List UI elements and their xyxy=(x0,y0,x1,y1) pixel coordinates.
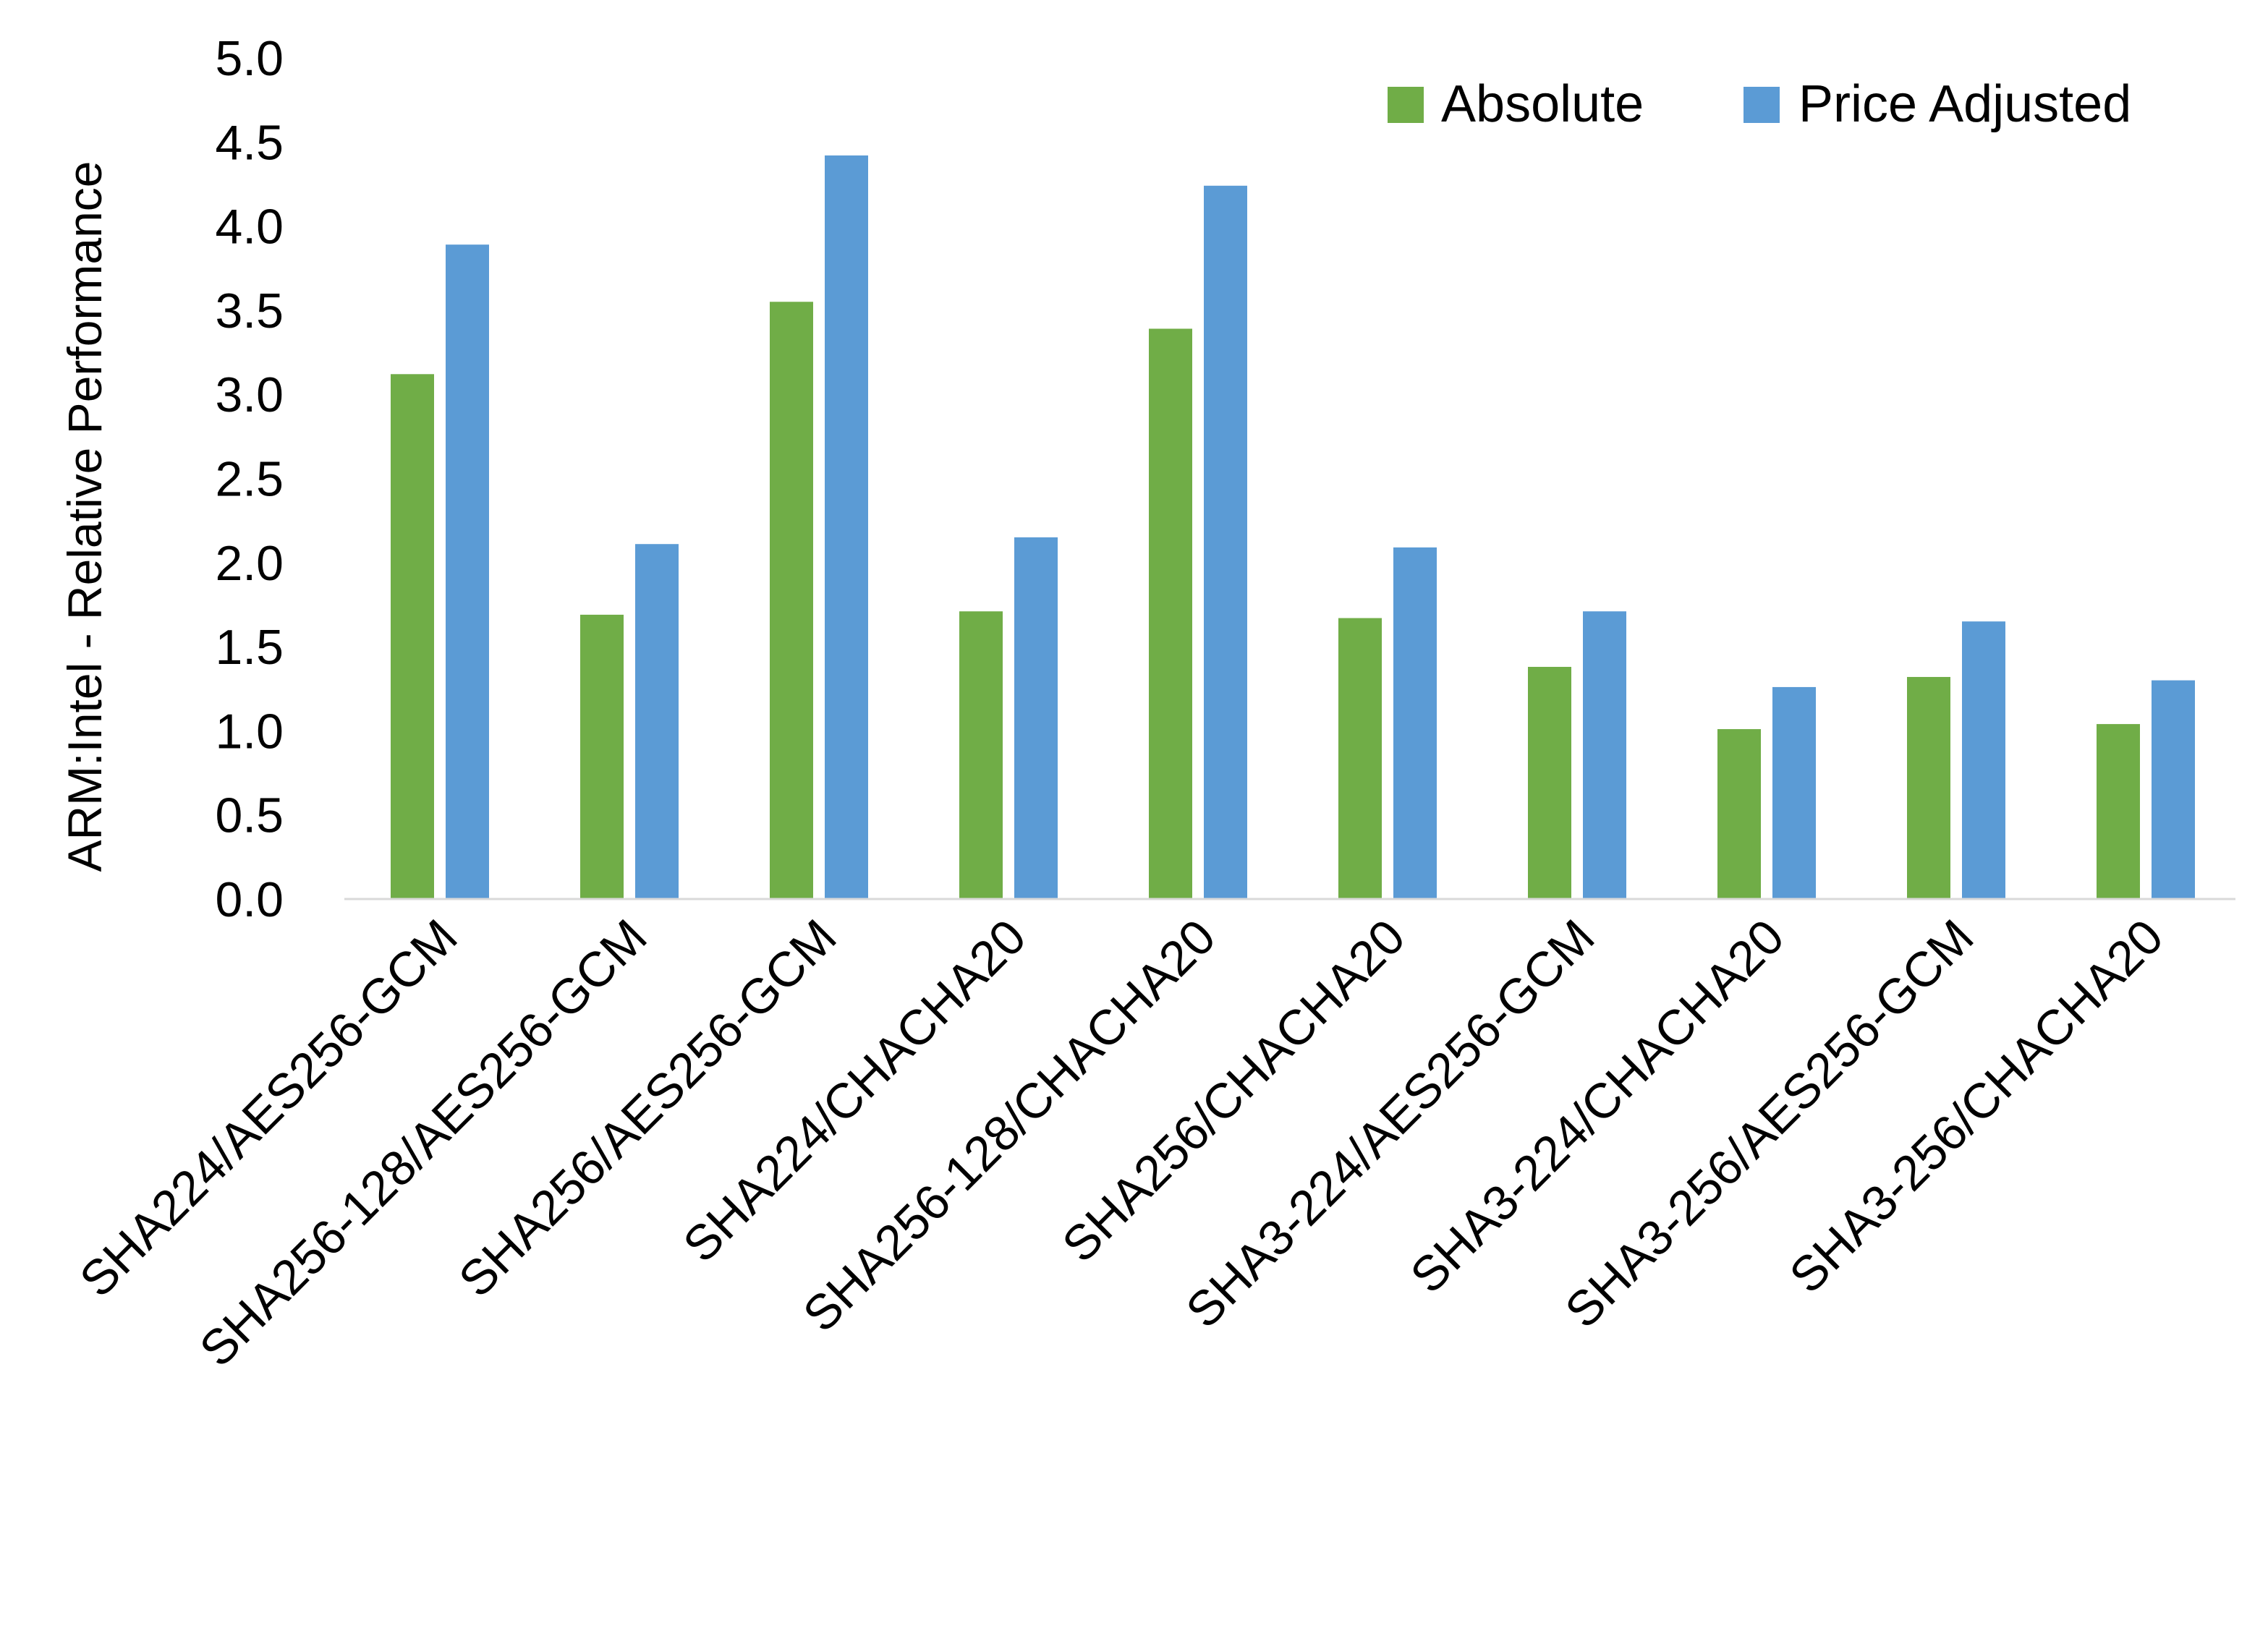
y-tick-label: 2.0 xyxy=(215,536,284,591)
bar-price-adjusted xyxy=(1393,547,1437,899)
bar-absolute xyxy=(580,614,624,899)
y-tick-labels: 0.0 0.5 1.0 1.5 2.0 2.5 3.0 3.5 4.0 4.5 5.0 xyxy=(215,31,284,927)
y-tick-label: 3.5 xyxy=(215,284,284,338)
y-tick-label: 4.0 xyxy=(215,200,284,255)
y-tick-label: 0.5 xyxy=(215,788,284,843)
bar-price-adjusted xyxy=(1583,611,1626,899)
bar-absolute xyxy=(391,374,434,899)
bar-price-adjusted xyxy=(1772,686,1816,899)
y-tick-label: 0.0 xyxy=(215,872,284,927)
x-tick-label: SHA224/AES256-GCM xyxy=(69,909,468,1308)
x-tick-label: SHA224/CHACHA20 xyxy=(673,909,1037,1273)
legend-swatch-price-adjusted xyxy=(1744,87,1780,123)
bars xyxy=(391,155,2195,900)
y-tick-label: 4.5 xyxy=(215,115,284,170)
x-tick-label: SHA256/AES256-GCM xyxy=(449,909,847,1308)
bar-absolute xyxy=(1528,667,1571,899)
legend: Absolute Price Adjusted xyxy=(1388,75,2131,133)
y-tick-label: 3.0 xyxy=(215,367,284,422)
bar-absolute xyxy=(1149,328,1192,900)
x-tick-labels: SHA224/AES256-GCMSHA256-128/AES256-GCMSH… xyxy=(69,909,2174,1377)
x-tick-label: SHA3-224/CHACHA20 xyxy=(1400,909,1794,1303)
bar-price-adjusted xyxy=(1962,621,2005,899)
y-axis-title: ARM:Intel - Relative Performance xyxy=(58,161,111,872)
x-tick-label: SHA3-256/CHACHA20 xyxy=(1779,909,2173,1303)
legend-label-price-adjusted: Price Adjusted xyxy=(1798,75,2131,133)
y-tick-label: 1.0 xyxy=(215,704,284,759)
y-tick-label: 1.5 xyxy=(215,620,284,675)
legend-label-absolute: Absolute xyxy=(1441,75,1644,133)
bar-price-adjusted xyxy=(2152,680,2195,899)
bar-absolute xyxy=(1907,676,1950,899)
bar-absolute xyxy=(2097,724,2140,899)
bar-price-adjusted xyxy=(825,155,868,900)
bar-price-adjusted xyxy=(1014,537,1058,899)
y-tick-label: 2.5 xyxy=(215,452,284,507)
bar-absolute xyxy=(770,302,813,899)
bar-price-adjusted xyxy=(1204,185,1247,899)
bar-absolute xyxy=(1338,618,1382,899)
legend-swatch-absolute xyxy=(1388,87,1424,123)
bar-absolute xyxy=(1717,729,1761,899)
y-tick-label: 5.0 xyxy=(215,31,284,86)
bar-price-adjusted xyxy=(635,544,679,899)
bar-price-adjusted xyxy=(446,244,489,899)
x-tick-label: SHA256/CHACHA20 xyxy=(1052,909,1416,1273)
bar-absolute xyxy=(959,611,1003,899)
